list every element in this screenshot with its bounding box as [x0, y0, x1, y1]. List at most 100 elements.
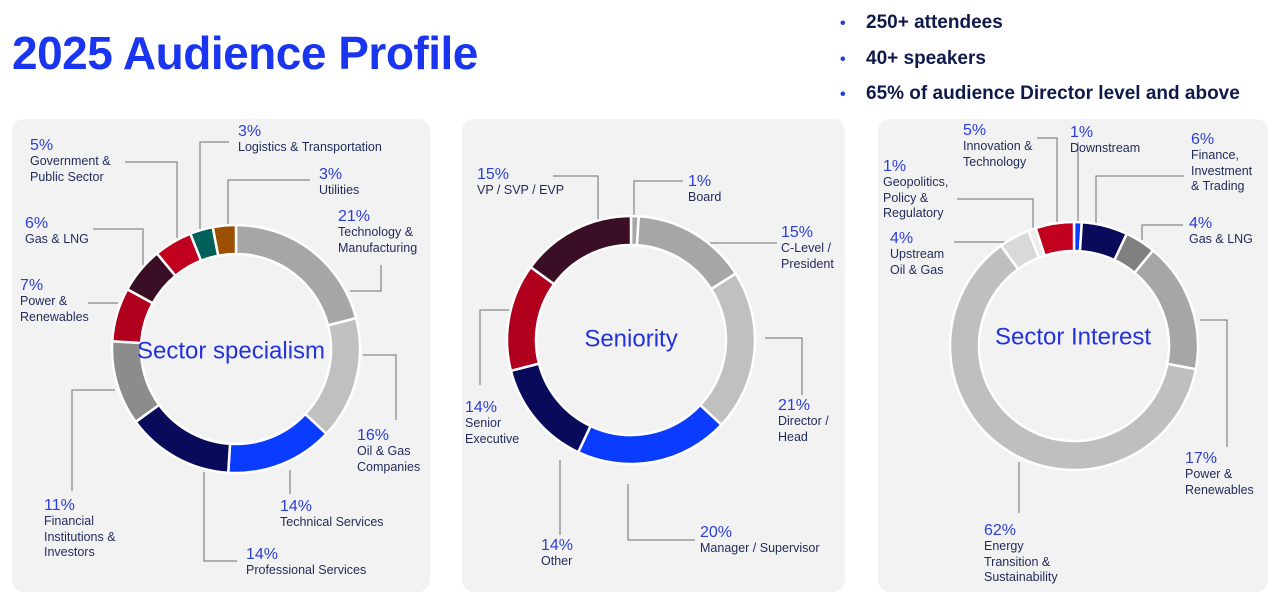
leader-line	[227, 179, 310, 224]
data-label-text: Oil & Gas Companies	[357, 444, 421, 474]
highlights-list: • 250+ attendees • 40+ speakers • 65% of au…	[840, 10, 1240, 117]
data-label: 16% Oil & Gas Companies	[357, 427, 420, 475]
data-label-text: Financial Institutions & Investors	[44, 514, 116, 559]
data-label: 62% Energy Transition & Sustainability	[984, 522, 1058, 586]
data-label-text: VP / SVP / EVP	[477, 183, 565, 197]
leader-line	[1037, 137, 1058, 223]
data-label-value: 5%	[963, 122, 987, 139]
leader-line	[71, 389, 115, 491]
data-label-text: Professional Services	[246, 563, 367, 577]
data-label-value: 15%	[781, 224, 814, 241]
chart-title-seniority: Seniority	[584, 325, 678, 353]
data-label-text: Power & Renewables	[1185, 467, 1254, 497]
data-label: 1% Board	[688, 173, 721, 206]
data-label: 14% Technical Services	[280, 498, 384, 531]
data-label-value: 4%	[1189, 215, 1213, 232]
data-label-text: Technical Services	[280, 515, 384, 529]
leader-line	[954, 241, 1008, 246]
data-label: 4% Gas & LNG	[1189, 215, 1253, 248]
data-label-value: 6%	[25, 215, 49, 232]
data-label-value: 7%	[20, 277, 44, 294]
donut-slice	[1034, 220, 1076, 258]
data-label: 20% Manager / Supervisor	[700, 524, 820, 557]
data-label: 21% Director / Head	[778, 397, 829, 445]
leader-line	[553, 175, 599, 224]
data-label-text: Utilities	[319, 183, 360, 197]
leader-line	[199, 141, 229, 229]
data-label-value: 15%	[477, 166, 510, 183]
data-label-text: Gas & LNG	[25, 232, 89, 246]
data-label-value: 3%	[238, 123, 262, 140]
highlight-text: 250+ attendees	[866, 12, 1003, 33]
data-label-text: Technology & Manufacturing	[338, 225, 418, 255]
data-label-text: Energy Transition & Sustainability	[984, 539, 1058, 584]
data-label-text: Logistics & Transportation	[238, 140, 382, 154]
leader-line	[125, 161, 178, 238]
data-label-text: Manager / Supervisor	[700, 541, 820, 555]
data-label: 15% VP / SVP / EVP	[477, 166, 564, 199]
highlight-item: • 250+ attendees	[840, 10, 1240, 46]
donut-slice	[948, 243, 1198, 472]
donut-slice	[505, 265, 556, 373]
data-label-value: 21%	[778, 397, 811, 414]
data-label: 15% C-Level / President	[781, 224, 834, 272]
page-title: 2025 Audience Profile	[12, 27, 478, 79]
highlight-item: • 40+ speakers	[840, 46, 1240, 82]
data-label: 5% Government & Public Sector	[30, 137, 111, 185]
data-label-value: 16%	[357, 427, 390, 444]
data-label-value: 3%	[319, 166, 343, 183]
data-label-text: Finance, Investment & Trading	[1191, 148, 1253, 193]
leader-line	[479, 309, 515, 385]
data-label-value: 11%	[44, 497, 75, 514]
donut-slice	[635, 214, 738, 291]
leader-lines	[71, 137, 1228, 562]
data-label-value: 20%	[700, 524, 733, 541]
data-label-text: Upstream Oil & Gas	[890, 247, 945, 277]
data-label-text: Government & Public Sector	[30, 154, 111, 184]
data-label-value: 14%	[280, 498, 313, 515]
leader-line	[350, 265, 382, 292]
data-label-text: C-Level / President	[781, 241, 834, 271]
data-label-value: 5%	[30, 137, 54, 154]
data-label-text: Director / Head	[778, 414, 829, 444]
data-label-value: 14%	[246, 546, 279, 563]
data-label-value: 1%	[1070, 124, 1094, 141]
data-label-value: 14%	[541, 537, 574, 554]
data-label-value: 62%	[984, 522, 1017, 539]
leader-line	[1095, 175, 1184, 223]
data-label-value: 4%	[890, 230, 914, 247]
data-label-value: 6%	[1191, 131, 1215, 148]
data-label: 7% Power & Renewables	[20, 277, 89, 325]
data-label-value: 17%	[1185, 450, 1218, 467]
data-label: 4% Upstream Oil & Gas	[890, 230, 944, 278]
leader-line	[957, 198, 1034, 228]
data-label: 1% Downstream	[1070, 124, 1140, 157]
data-label-text: Innovation & Technology	[963, 139, 1033, 169]
leader-line	[627, 484, 695, 541]
donut-slice	[133, 403, 232, 475]
data-label-value: 14%	[465, 399, 498, 416]
data-label-value: 21%	[338, 208, 371, 225]
data-label-text: Other	[541, 554, 573, 568]
chart-title-sector-interest: Sector Interest	[994, 323, 1152, 351]
data-label-value: 1%	[883, 158, 907, 175]
data-label-text: Gas & LNG	[1189, 232, 1253, 246]
data-label: 3% Logistics & Transportation	[238, 123, 382, 156]
donut-slice	[576, 403, 724, 466]
donut-slice	[528, 214, 633, 286]
data-label: 14% Professional Services	[246, 546, 366, 579]
bullet-icon: •	[840, 50, 846, 68]
sector-interest-panel	[878, 119, 1268, 592]
data-label-text: Downstream	[1070, 141, 1141, 155]
data-label: 11% Financial Institutions & Investors	[44, 497, 116, 561]
leader-line	[765, 337, 803, 395]
leader-line	[203, 472, 237, 562]
donut-slice	[698, 271, 757, 427]
chart-title-sector-specialism: Sector specialism	[136, 337, 326, 365]
data-label: 3% Utilities	[319, 166, 359, 199]
data-label-text: Power & Renewables	[20, 294, 89, 324]
bullet-icon: •	[840, 86, 846, 103]
leader-line	[1141, 224, 1183, 240]
data-label-value: 1%	[688, 173, 712, 190]
